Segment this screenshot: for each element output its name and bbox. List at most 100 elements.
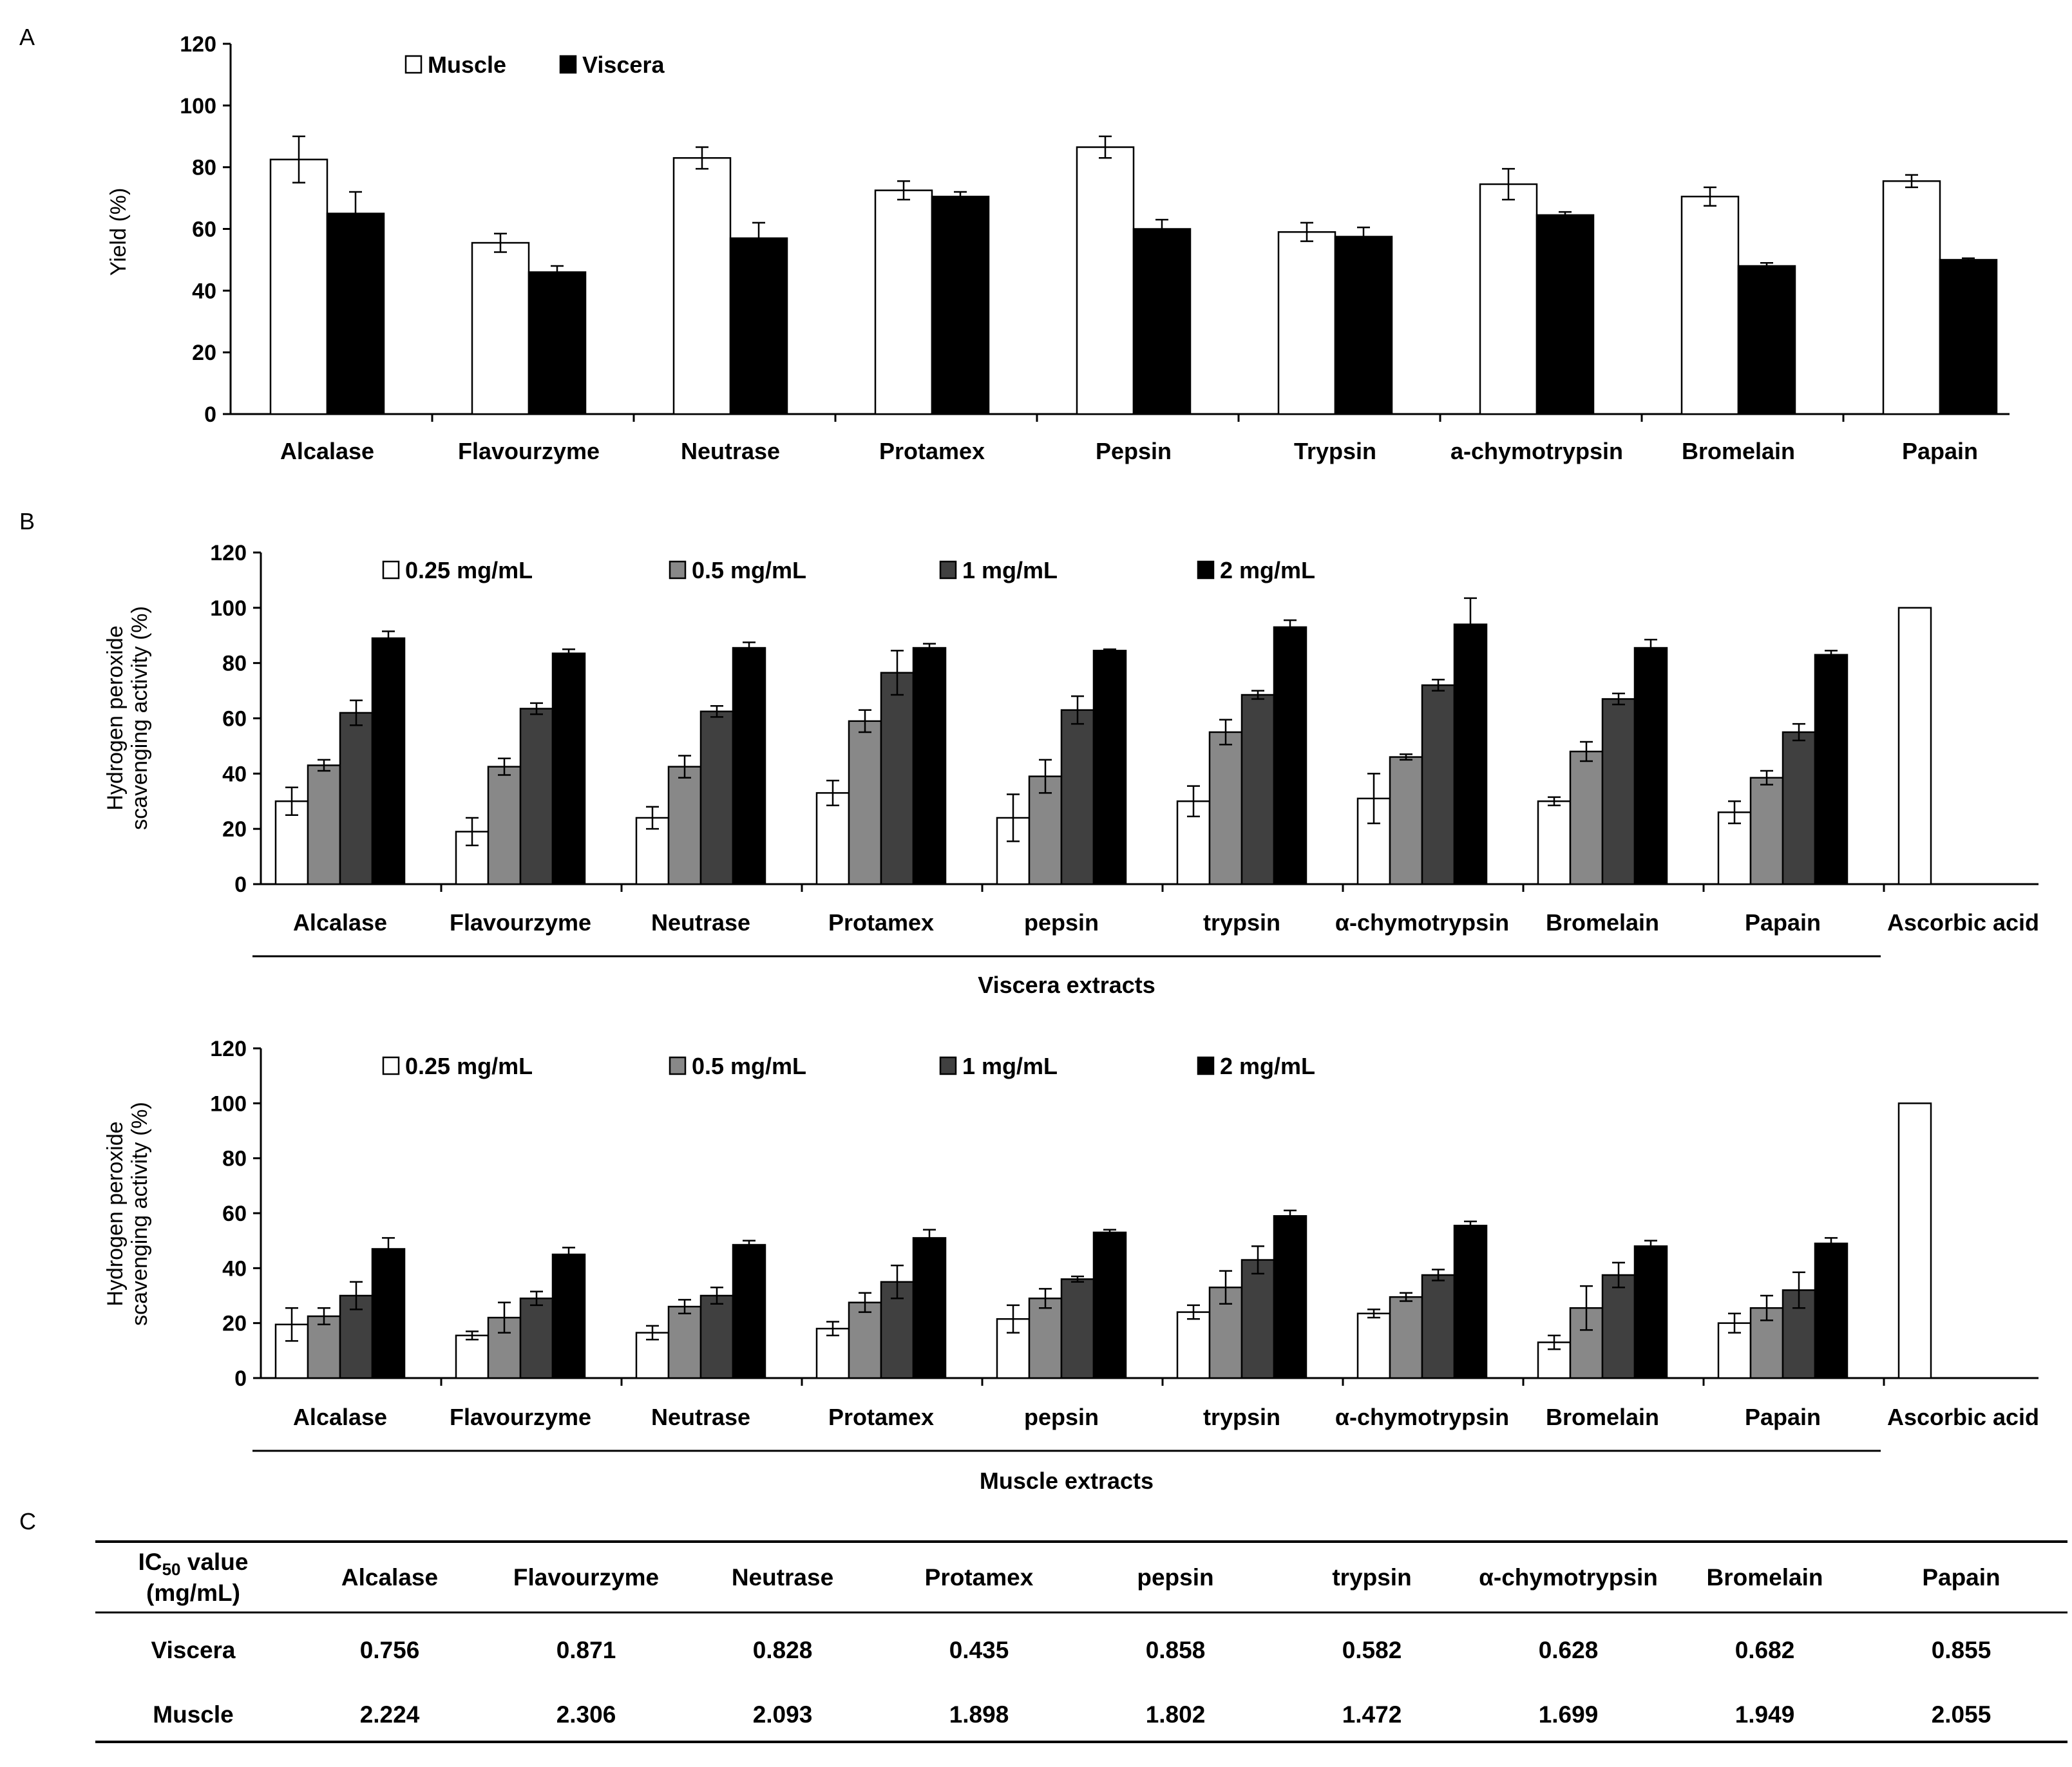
bar-papain-0-25-mg-ml [1717, 811, 1752, 885]
chart-yield: 0 20 40 60 80 100 120 Yield (%) Alcalase Flavourz… [106, 32, 2010, 464]
x-category-label-flavourzyme: Flavourzyme [458, 438, 600, 464]
bar-a-chymotrypsin-muscle [1479, 183, 1538, 415]
bar-neutrase-0-5-mg-ml [667, 1305, 702, 1379]
y-tick-label: 0 [204, 402, 216, 427]
legend-swatch-1-mg-ml [939, 560, 957, 580]
ic-subscript: 50 [162, 1560, 181, 1579]
legend-swatch-0-5-mg-ml [669, 1056, 687, 1075]
bar-chymotrypsin-1-mg-ml [1421, 684, 1456, 885]
bar-bromelain-0-25-mg-ml [1537, 800, 1572, 885]
table-col-header-alcalase: Alcalase [341, 1564, 438, 1591]
x-category-label-neutrase: Neutrase [681, 438, 780, 464]
chart-viscera-scavenging: 0 20 40 60 80 100 120 Hydrogen peroxide scavengi… [103, 541, 2039, 998]
legend-swatch-0-25-mg-ml [382, 560, 400, 580]
bar-trypsin-2-mg-ml [1273, 1215, 1307, 1379]
table-cell: 0.871 [556, 1637, 616, 1663]
legend-label-muscle: Muscle [428, 52, 506, 78]
bar-neutrase-muscle [672, 157, 732, 415]
legend-label-1-mg-ml: 1 mg/mL [962, 557, 1058, 583]
bar-trypsin-muscle [1277, 231, 1336, 415]
x-category-label-bromelain: Bromelain [1546, 1404, 1659, 1430]
y-tick-label: 120 [180, 32, 216, 57]
x-category-label-papain: Papain [1902, 438, 1978, 464]
legend-label-viscera: Viscera [582, 52, 665, 78]
y-tick-label: 40 [222, 1256, 247, 1281]
table-header-label: IC50 value [138, 1549, 249, 1579]
bar-neutrase-1-mg-ml [699, 1294, 734, 1379]
ic-text: IC [138, 1549, 162, 1575]
x-category-label-trypsin: trypsin [1203, 1404, 1280, 1430]
bar-papain-0-5-mg-ml [1749, 777, 1784, 885]
x-category-label-flavourzyme: Flavourzyme [450, 909, 591, 936]
y-axis-label-line1: Hydrogen peroxide [103, 1121, 128, 1306]
x-category-label-flavourzyme: Flavourzyme [450, 1404, 591, 1430]
group-label: Muscle extracts [980, 1468, 1154, 1494]
y-tick-label: 40 [192, 279, 216, 303]
bar-protamex-muscle [874, 189, 933, 415]
bar-flavourzyme-0-5-mg-ml [487, 766, 522, 885]
bar-flavourzyme-muscle [471, 241, 530, 415]
bar-papain-viscera [1939, 259, 1998, 415]
bar-chymotrypsin-0-5-mg-ml [1389, 756, 1423, 885]
y-axis-label-line2: scavenging activity (%) [128, 606, 152, 830]
bar-pepsin-1-mg-ml [1060, 709, 1095, 885]
legend-swatch-0-5-mg-ml [669, 560, 687, 580]
legend-label-0-5-mg-ml: 0.5 mg/mL [692, 1053, 806, 1079]
bar-protamex-0-5-mg-ml [848, 720, 882, 885]
x-category-label-pepsin: Pepsin [1096, 438, 1172, 464]
bar-trypsin-1-mg-ml [1240, 694, 1275, 885]
table-cell: 0.628 [1539, 1637, 1599, 1663]
y-tick-label: 100 [210, 1091, 247, 1116]
bar-ascorbic-acid-0-25-mg-ml [1897, 1102, 1932, 1379]
x-category-label-neutrase: Neutrase [651, 909, 750, 936]
group-label: Viscera extracts [978, 972, 1155, 998]
bar-trypsin-2-mg-ml [1273, 626, 1307, 885]
bar-alcalase-viscera [326, 213, 385, 415]
bar-pepsin-1-mg-ml [1060, 1278, 1095, 1379]
table-cell: 2.306 [556, 1701, 616, 1728]
bar-protamex-0-5-mg-ml [848, 1301, 882, 1379]
x-category-label-protamex: Protamex [828, 1404, 934, 1430]
table-cell: 2.055 [1932, 1701, 1991, 1728]
x-category-label-trypsin: Trypsin [1294, 438, 1376, 464]
bar-neutrase-2-mg-ml [732, 647, 766, 885]
ic-value-text: value [181, 1549, 249, 1575]
table-cell: 1.699 [1539, 1701, 1599, 1728]
x-category-label-chymotrypsin: α-chymotrypsin [1335, 909, 1509, 936]
table-col-header-flavourzyme: Flavourzyme [513, 1564, 659, 1591]
panel-label-a: A [19, 24, 35, 50]
bar-bromelain-2-mg-ml [1633, 1245, 1668, 1379]
panel-label-b: B [19, 508, 35, 534]
legend-label-0-25-mg-ml: 0.25 mg/mL [405, 557, 533, 583]
bar-papain-2-mg-ml [1814, 654, 1849, 885]
x-category-label-trypsin: trypsin [1203, 909, 1280, 936]
x-category-label-pepsin: pepsin [1024, 1404, 1099, 1430]
table-col-header-pepsin: pepsin [1137, 1564, 1213, 1591]
y-tick-label: 80 [222, 652, 247, 676]
table-cell: 1.949 [1735, 1701, 1795, 1728]
bar-bromelain-0-5-mg-ml [1569, 750, 1604, 885]
bar-bromelain-1-mg-ml [1601, 1274, 1636, 1379]
table-cell: 0.435 [949, 1637, 1009, 1663]
x-category-label-bromelain: Bromelain [1546, 909, 1659, 936]
table-row-label-viscera: Viscera [151, 1637, 236, 1663]
panel-label-c: C [19, 1508, 36, 1535]
bar-papain-1-mg-ml [1782, 731, 1816, 885]
y-tick-label: 40 [222, 762, 247, 786]
x-category-label-protamex: Protamex [828, 909, 934, 936]
bar-ascorbic-acid-0-25-mg-ml [1897, 607, 1932, 885]
legend-label-0-25-mg-ml: 0.25 mg/mL [405, 1053, 533, 1079]
y-tick-label: 0 [234, 873, 247, 897]
table-cell: 0.756 [360, 1637, 420, 1663]
bar-bromelain-2-mg-ml [1633, 647, 1668, 885]
bar-chymotrypsin-1-mg-ml [1421, 1274, 1456, 1379]
bar-papain-muscle [1882, 180, 1941, 415]
bar-flavourzyme-1-mg-ml [519, 1298, 554, 1379]
y-tick-label: 20 [192, 341, 216, 365]
table-col-header-neutrase: Neutrase [732, 1564, 833, 1591]
y-axis-label: Yield (%) [106, 188, 131, 276]
x-category-label-alcalase: Alcalase [280, 438, 374, 464]
y-tick-label: 100 [210, 596, 247, 621]
x-category-label-bromelain: Bromelain [1682, 438, 1795, 464]
legend-swatch-0-25-mg-ml [382, 1056, 400, 1075]
